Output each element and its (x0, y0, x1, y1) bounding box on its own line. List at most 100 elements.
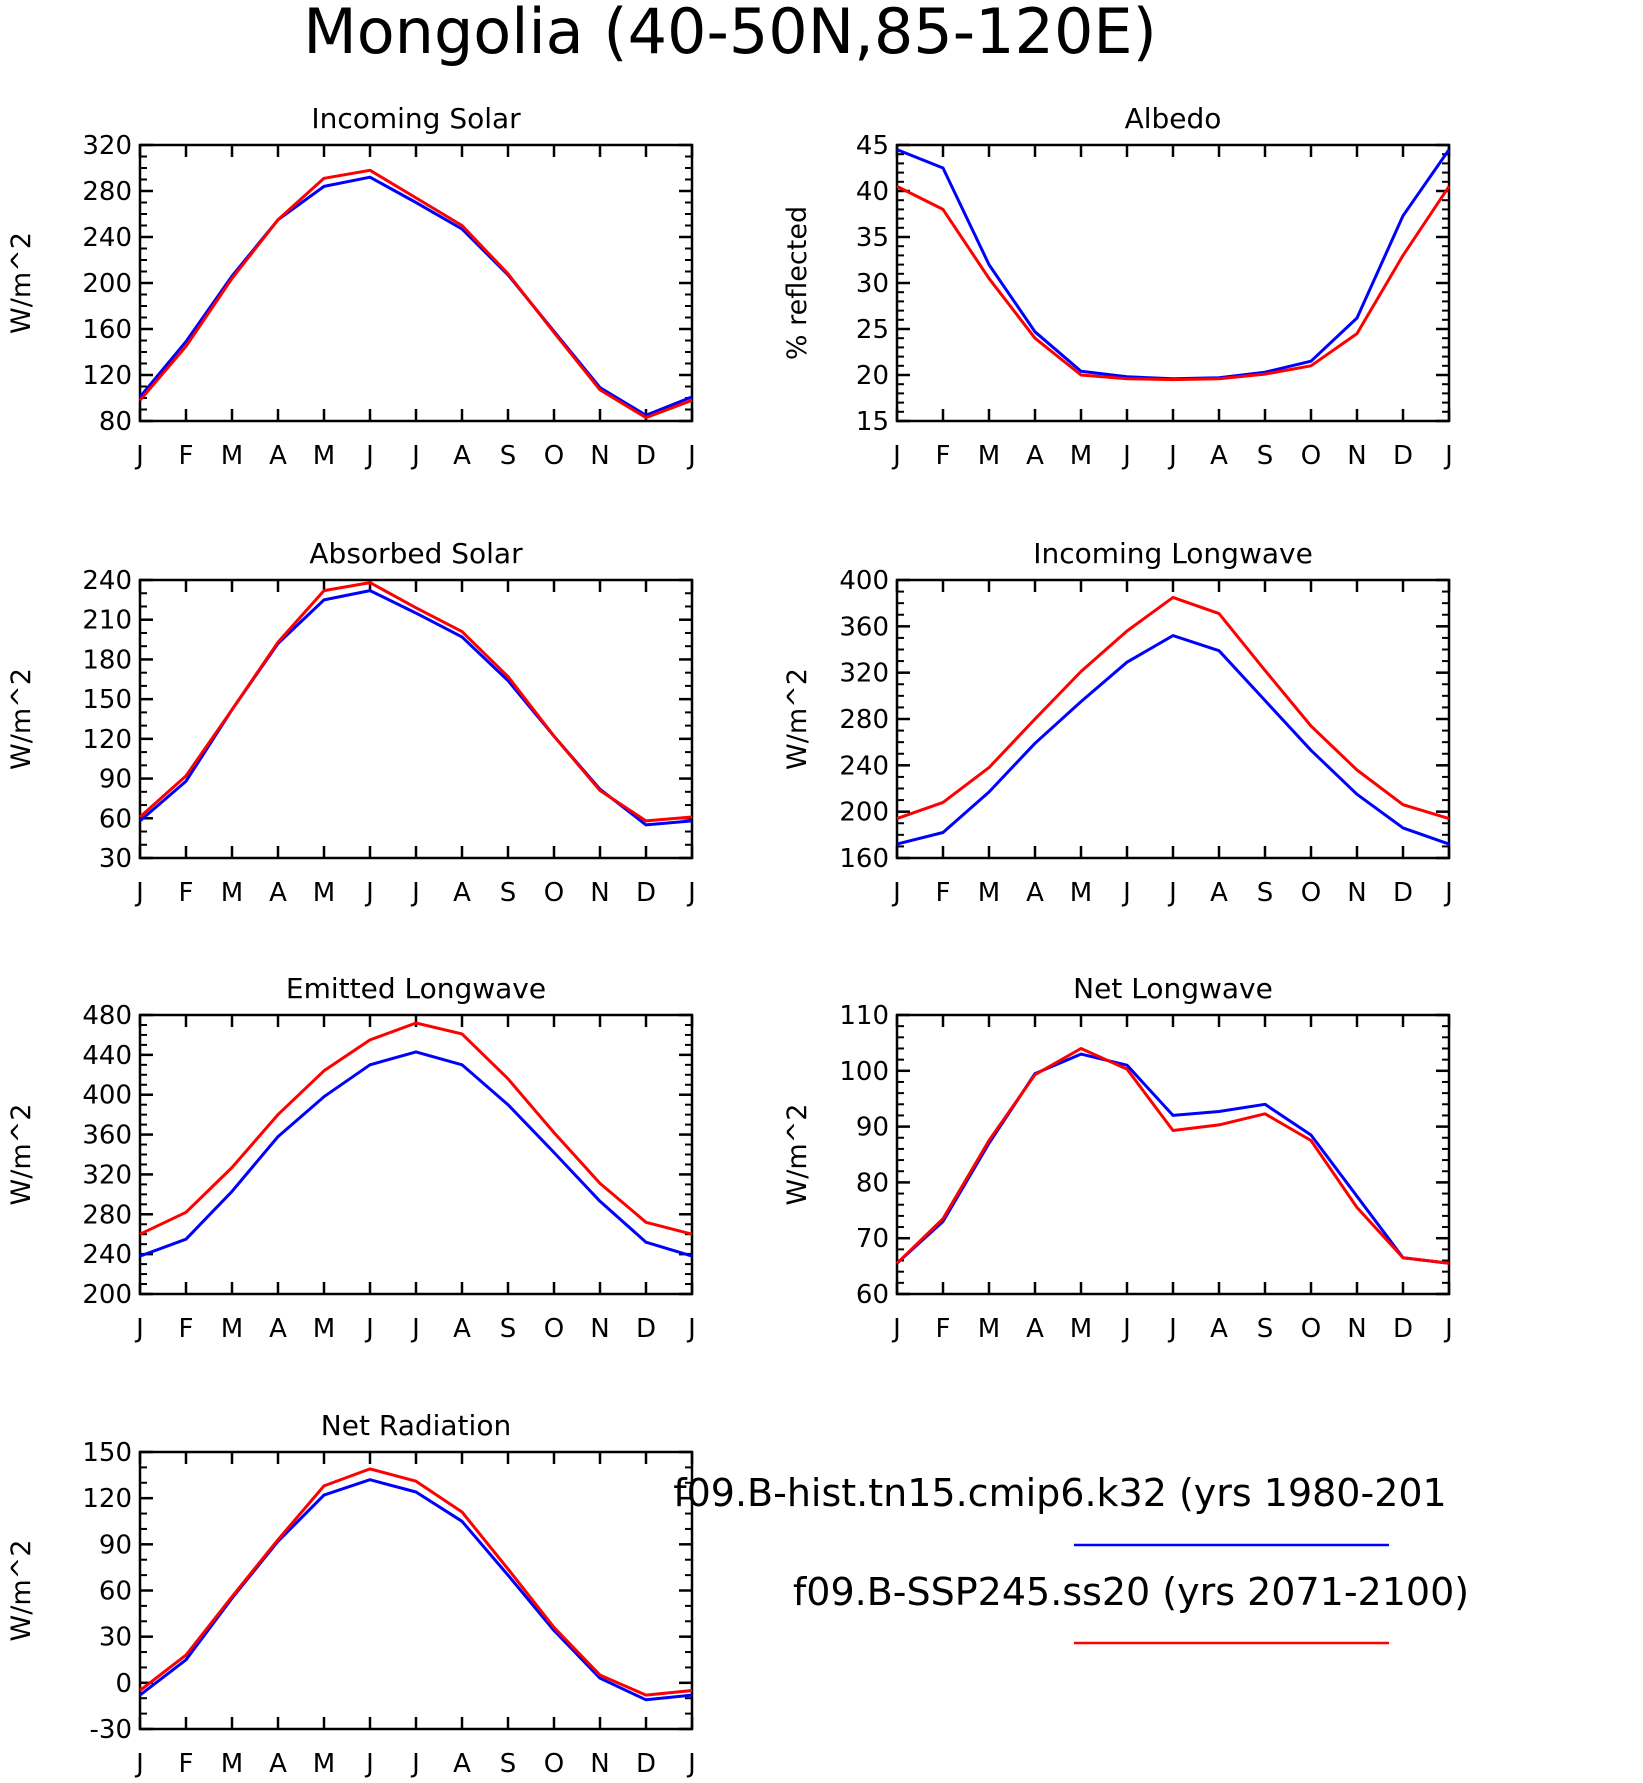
absorbed-solar-xtick-label: J (364, 878, 374, 908)
net-longwave-ytick-label: 100 (839, 1057, 889, 1087)
incoming-longwave-xtick-label: D (1393, 878, 1413, 908)
albedo-ytick-label: 35 (856, 223, 889, 253)
net-radiation-title: Net Radiation (321, 1409, 511, 1442)
emitted-longwave-ytick-label: 360 (82, 1121, 132, 1151)
incoming-longwave-ytick-label: 280 (839, 705, 889, 735)
emitted-longwave-xtick-label: A (453, 1314, 471, 1344)
absorbed-solar-series-hist (139, 589, 693, 827)
panel-emitted-longwave: J F M A M J J A S O N D J200240280320360400440480Emi… (6, 972, 696, 1344)
panel-incoming-longwave: J F M A M J J A S O N D J160200240280320360400Incomi… (782, 537, 1453, 908)
incoming-longwave-xtick-label: F (936, 878, 951, 908)
albedo-ytick-label: 15 (856, 407, 889, 437)
net-radiation-ytick-label: 30 (99, 1623, 132, 1653)
incoming-longwave-xtick-label: M (1070, 878, 1092, 908)
incoming-solar-ytick-label: 160 (82, 315, 132, 345)
emitted-longwave-xtick-label: D (636, 1314, 656, 1344)
albedo-xtick-label: M (978, 441, 1000, 471)
absorbed-solar-ytick-label: 150 (82, 685, 132, 715)
emitted-longwave-xtick-label: S (500, 1314, 517, 1344)
emitted-longwave-xtick-label: M (313, 1314, 335, 1344)
incoming-solar-xtick-label: A (453, 441, 471, 471)
albedo-xtick-label: A (1026, 441, 1044, 471)
net-longwave-xtick-label: J (1443, 1314, 1453, 1344)
net-radiation-xtick-label: J (410, 1749, 420, 1779)
legend-hist-label: f09.B-hist.tn15.cmip6.k32 (yrs 1980-201 (673, 1471, 1446, 1515)
incoming-solar-ytick-label: 280 (82, 177, 132, 207)
incoming-longwave-ytick-label: 240 (839, 751, 889, 781)
net-radiation-xtick-label: O (544, 1749, 564, 1779)
incoming-solar-xtick-label: D (636, 441, 656, 471)
incoming-solar-title: Incoming Solar (311, 102, 521, 135)
net-longwave-xtick-label: D (1393, 1314, 1413, 1344)
albedo-ytick-label: 30 (856, 269, 889, 299)
emitted-longwave-frame (138, 1013, 694, 1296)
net-longwave-xtick-label: J (1121, 1314, 1131, 1344)
net-longwave-xtick-label: M (1070, 1314, 1092, 1344)
net-longwave-series-ssp (895, 1047, 1450, 1265)
net-longwave-ytick-label: 110 (839, 1001, 889, 1031)
emitted-longwave-ytick-label: 280 (82, 1200, 132, 1230)
incoming-solar-xtick-label: J (686, 441, 696, 471)
net-longwave-xtick-label: S (1257, 1314, 1274, 1344)
absorbed-solar-ytick-label: 120 (82, 725, 132, 755)
net-longwave-ytick-label: 90 (856, 1113, 889, 1143)
absorbed-solar-ytick-label: 90 (99, 765, 132, 795)
incoming-longwave-xtick-label: A (1210, 878, 1228, 908)
incoming-solar-xtick-label: J (410, 441, 420, 471)
absorbed-solar-ytick-label: 180 (82, 645, 132, 675)
net-longwave-xtick-label: A (1026, 1314, 1044, 1344)
legend: f09.B-hist.tn15.cmip6.k32 (yrs 1980-201 … (673, 1471, 1469, 1645)
incoming-longwave-xtick-label: J (1167, 878, 1177, 908)
incoming-longwave-xtick-label: N (1347, 878, 1366, 908)
incoming-solar-xtick-label: A (269, 441, 287, 471)
net-longwave-ytick-label: 80 (856, 1168, 889, 1198)
net-radiation-xtick-label: A (453, 1749, 471, 1779)
absorbed-solar-ytick-label: 210 (82, 606, 132, 636)
emitted-longwave-ytick-label: 200 (82, 1280, 132, 1310)
emitted-longwave-xtick-label: J (410, 1314, 420, 1344)
incoming-solar-ytick-label: 320 (82, 131, 132, 161)
absorbed-solar-xtick-label: J (686, 878, 696, 908)
absorbed-solar-ytick-label: 30 (99, 844, 132, 874)
incoming-solar-xtick-label: S (500, 441, 517, 471)
albedo-ytick-label: 20 (856, 361, 889, 391)
net-longwave-title: Net Longwave (1073, 972, 1273, 1005)
net-longwave-xtick-label: J (1167, 1314, 1177, 1344)
incoming-solar-ytick-label: 80 (99, 407, 132, 437)
albedo-xtick-label: O (1301, 441, 1321, 471)
albedo-ytick-label: 45 (856, 131, 889, 161)
incoming-solar-xtick-label: M (221, 441, 243, 471)
net-longwave-xtick-label: F (936, 1314, 951, 1344)
albedo-xtick-label: N (1347, 441, 1366, 471)
net-radiation-xtick-label: J (686, 1749, 696, 1779)
absorbed-solar-title: Absorbed Solar (309, 537, 523, 570)
incoming-longwave-ytick-label: 360 (839, 612, 889, 642)
incoming-longwave-series-ssp (896, 595, 1450, 821)
emitted-longwave-series-hist (139, 1050, 693, 1258)
incoming-longwave-xtick-label: A (1026, 878, 1044, 908)
absorbed-solar-xtick-label: S (500, 878, 517, 908)
emitted-longwave-xtick-label: J (686, 1314, 696, 1344)
incoming-solar-xtick-label: F (179, 441, 194, 471)
absorbed-solar-ytick-label: 60 (99, 804, 132, 834)
emitted-longwave-xtick-label: N (590, 1314, 609, 1344)
net-radiation-series-ssp (139, 1467, 693, 1697)
incoming-solar-xtick-label: N (590, 441, 609, 471)
net-longwave-xtick-label: A (1210, 1314, 1228, 1344)
net-radiation-ytick-label: 0 (115, 1669, 132, 1699)
incoming-longwave-xtick-label: M (978, 878, 1000, 908)
absorbed-solar-xtick-label: A (453, 878, 471, 908)
incoming-solar-frame (138, 143, 694, 423)
emitted-longwave-ytick-label: 440 (82, 1041, 132, 1071)
absorbed-solar-xtick-label: J (410, 878, 420, 908)
albedo-xtick-label: F (936, 441, 951, 471)
albedo-xtick-label: S (1257, 441, 1274, 471)
net-radiation-series-hist (139, 1478, 693, 1702)
emitted-longwave-ytick-label: 240 (82, 1240, 132, 1270)
albedo-series-ssp (896, 185, 1451, 382)
incoming-longwave-ytick-label: 400 (839, 566, 889, 596)
albedo-xtick-label: M (1070, 441, 1092, 471)
net-radiation-xtick-label: F (179, 1749, 194, 1779)
